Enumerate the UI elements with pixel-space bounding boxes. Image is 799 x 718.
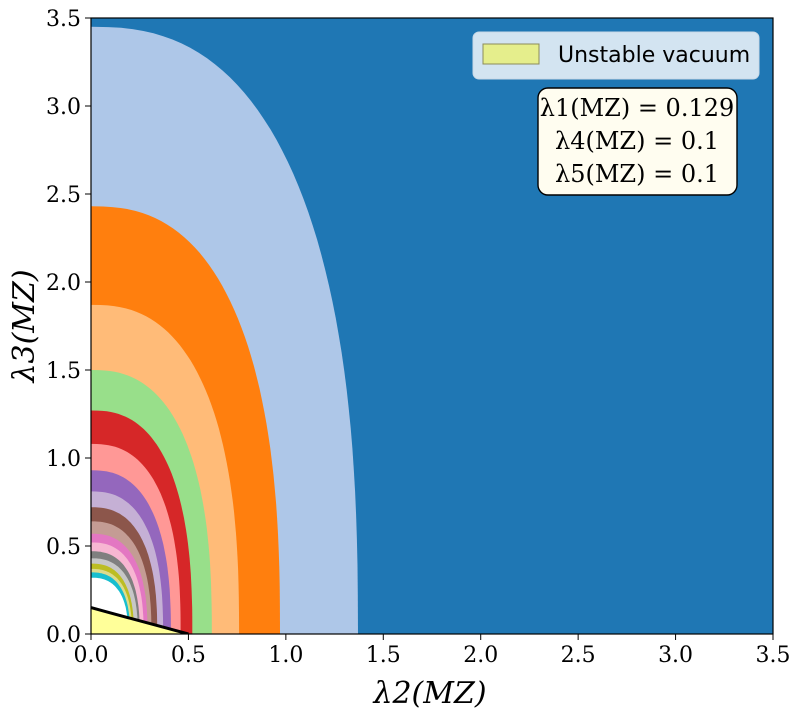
x-tick-label: 0.5 [171,643,206,668]
x-axis-label: λ2(MZ) [372,676,486,711]
y-tick-label: 3.5 [46,7,81,32]
legend: Unstable vacuum [472,31,760,80]
y-axis-label: λ3(MZ) [7,269,42,383]
y-tick-label: 1.5 [46,359,81,384]
annotation-line-1: λ1(MZ) = 0.129 [540,94,735,122]
y-tick-label: 2.5 [46,183,81,208]
annotation-line-2: λ4(MZ) = 0.1 [555,127,719,155]
plot-frame [90,17,774,635]
parameter-annotation: λ1(MZ) = 0.129 λ4(MZ) = 0.1 λ5(MZ) = 0.1 [537,87,738,196]
y-tick-label: 1.0 [46,447,81,472]
x-tick-label: 1.0 [268,643,303,668]
x-tick-label: 3.0 [658,643,693,668]
annotation-box [537,87,738,196]
x-tick-label: 3.5 [756,643,791,668]
legend-label: Unstable vacuum [558,43,750,68]
x-tick-label: 2.5 [561,643,596,668]
y-tick-label: 2.0 [46,271,81,296]
axis-ticks: 0.0 0.5 1.0 1.5 2.0 2.5 3.0 3.5 0.0 0.5 1.0 1.5 2.0 2… [46,7,791,668]
x-tick-label: 2.0 [463,643,498,668]
y-tick-label: 0.5 [46,535,81,560]
x-tick-label: 1.5 [366,643,401,668]
y-tick-label: 3.0 [46,95,81,120]
y-tick-label: 0.0 [46,623,81,648]
legend-swatch [482,43,540,65]
annotation-line-3: λ5(MZ) = 0.1 [555,160,719,188]
unstable-boundary-line [91,606,189,634]
x-tick-label: 0.0 [74,643,109,668]
legend-box [472,31,760,80]
